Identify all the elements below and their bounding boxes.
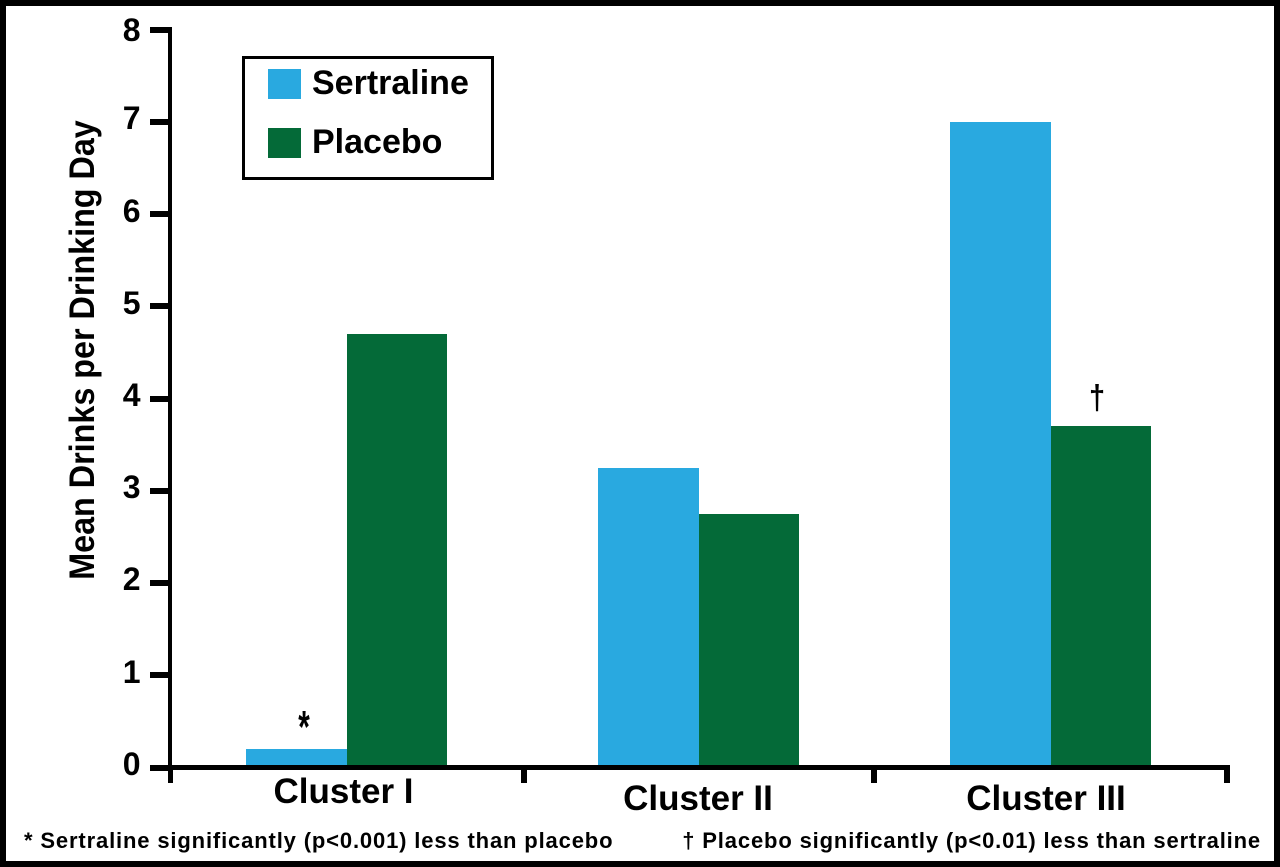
legend-label-sertraline: Sertraline	[312, 64, 469, 102]
x-tick-3	[1224, 765, 1231, 783]
x-category-label-3: Cluster III	[966, 779, 1126, 818]
y-tick-6	[150, 211, 170, 218]
y-tick-label-1: 1	[122, 653, 141, 690]
y-tick-label-5: 5	[122, 284, 141, 321]
y-tick-8	[150, 26, 170, 33]
footnote-left: * Sertraline significantly (p<0.001) les…	[24, 827, 614, 853]
bar-sertraline-1	[246, 749, 347, 765]
y-tick-label-6: 6	[122, 192, 141, 229]
y-tick-5	[150, 303, 170, 310]
footnote-right: † Placebo significantly (p<0.01) less th…	[682, 827, 1261, 853]
bar-sertraline-2	[598, 467, 699, 765]
x-axis-line	[168, 765, 1230, 770]
y-axis-line	[168, 27, 172, 770]
y-tick-label-0: 0	[122, 745, 141, 782]
y-tick-label-4: 4	[122, 376, 141, 413]
legend-box: Sertraline Placebo	[242, 56, 494, 180]
bar-placebo-3	[1050, 426, 1152, 765]
bar-placebo-1	[346, 334, 448, 765]
y-tick-label-7: 7	[122, 100, 141, 137]
x-category-label-2: Cluster II	[623, 779, 773, 818]
x-tick-1	[520, 765, 527, 783]
legend-label-placebo: Placebo	[312, 123, 443, 161]
y-tick-1	[150, 672, 170, 679]
legend-swatch-placebo	[268, 128, 301, 158]
y-tick-3	[150, 487, 170, 494]
y-tick-label-2: 2	[122, 561, 141, 598]
y-tick-2	[150, 580, 170, 587]
x-tick-0	[167, 765, 173, 783]
y-tick-7	[150, 118, 170, 125]
y-tick-label-8: 8	[122, 12, 141, 49]
bar-sertraline-3	[950, 121, 1051, 765]
x-tick-2	[871, 765, 877, 783]
legend-swatch-sertraline	[268, 69, 301, 99]
bar-placebo-2	[698, 513, 800, 765]
x-category-label-1: Cluster I	[273, 772, 414, 812]
y-tick-0	[150, 764, 170, 771]
y-tick-4	[150, 395, 170, 402]
y-tick-label-3: 3	[122, 469, 141, 506]
